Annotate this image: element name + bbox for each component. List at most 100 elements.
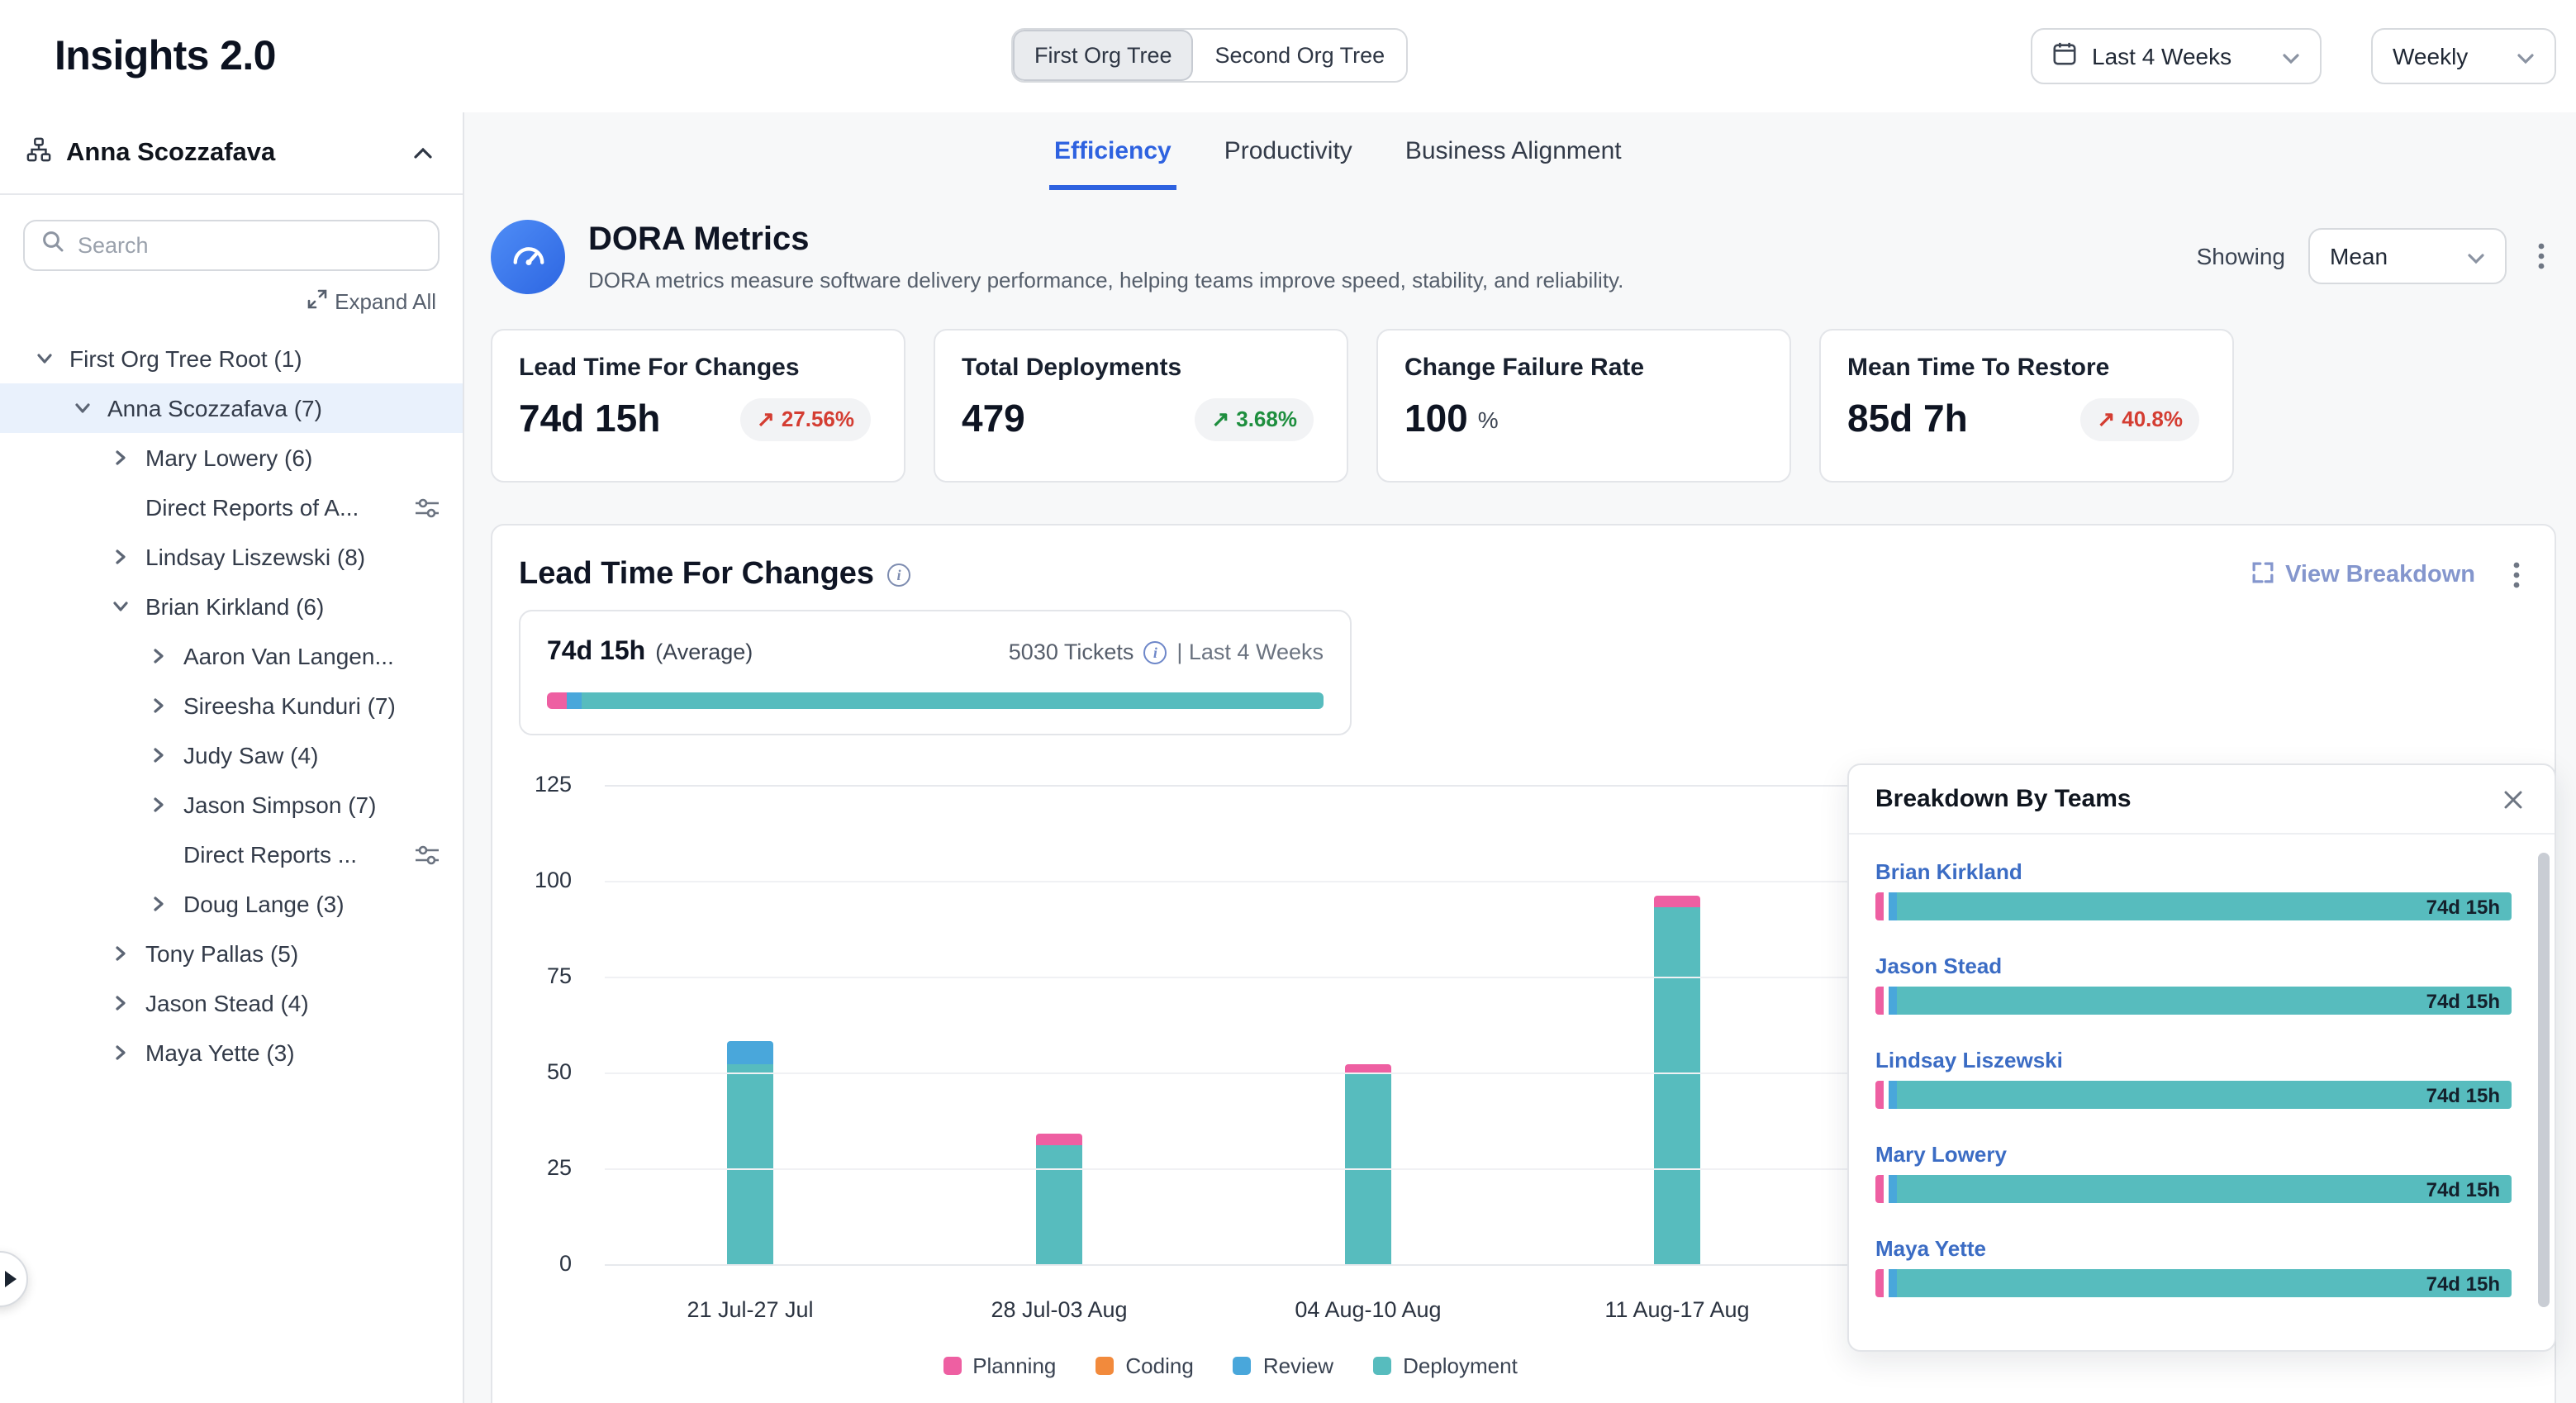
org-tree-option-second-org-tree[interactable]: Second Org Tree [1194,30,1407,81]
app-title: Insights 2.0 [55,32,276,80]
bar-group-28-jul-03-aug[interactable] [1036,1134,1082,1264]
legend-item-review[interactable]: Review [1233,1353,1333,1378]
search-input[interactable] [78,233,421,258]
topbar-controls: Last 4 Weeks Weekly [2031,28,2556,84]
panel-scrollbar-thumb[interactable] [2538,853,2550,1307]
y-tick-label: 50 [519,1059,572,1086]
metric-card-title: Mean Time To Restore [1847,354,2206,382]
bar-group-21-jul-27-jul[interactable] [727,1042,773,1264]
chevron-right-icon[interactable] [112,549,145,565]
chevron-right-icon[interactable] [150,697,183,714]
legend-item-coding[interactable]: Coding [1096,1353,1193,1378]
metric-card-value-row: 74d 15h↗27.56% [519,397,877,441]
metric-card-mean-time-to-restore: Mean Time To Restore85d 7h↗40.8% [1819,329,2234,483]
team-row-maya-yette: Maya Yette 74d 15h [1875,1221,2512,1297]
bar-group-11-aug-17-aug[interactable] [1654,896,1700,1264]
sidebar-item-sireesha-kunduri-7[interactable]: Sireesha Kunduri (7) [0,681,463,730]
sidebar-item-doug-lange-3[interactable]: Doug Lange (3) [0,879,463,929]
dora-menu-button[interactable] [2530,240,2553,273]
team-link[interactable]: Lindsay Liszewski [1875,1048,2063,1072]
dora-title: DORA Metrics [588,221,1623,259]
team-link[interactable]: Brian Kirkland [1875,859,2022,884]
info-icon[interactable] [887,564,910,587]
tree-item-label: Jason Simpson (7) [183,792,376,818]
chart-menu-button[interactable] [2505,559,2528,592]
trend-badge: ↗40.8% [2080,397,2199,440]
team-value: 74d 15h [1897,987,2512,1015]
sidebar-item-aaron-van-langen[interactable]: Aaron Van Langen... [0,631,463,681]
grid-line [605,1168,1856,1170]
tab-productivity[interactable]: Productivity [1219,112,1357,190]
chevron-right-icon[interactable] [150,896,183,912]
legend-label: Coding [1125,1353,1193,1378]
sidebar-item-jason-simpson-7[interactable]: Jason Simpson (7) [0,780,463,830]
aggregation-select[interactable]: Mean [2308,228,2507,284]
chevron-right-icon[interactable] [112,1044,145,1061]
team-bar-segment [1889,1269,1897,1297]
sidebar-item-jason-stead-4[interactable]: Jason Stead (4) [0,978,463,1028]
team-link[interactable]: Maya Yette [1875,1236,1986,1261]
sidebar-item-mary-lowery-6[interactable]: Mary Lowery (6) [0,433,463,483]
summary-segment-deployment [582,692,1324,709]
chevron-down-icon[interactable] [74,400,107,416]
chevron-right-icon[interactable] [112,945,145,962]
date-range-select[interactable]: Last 4 Weeks [2031,28,2322,84]
sidebar-item-judy-saw-4[interactable]: Judy Saw (4) [0,730,463,780]
tree-item-label: Mary Lowery (6) [145,445,312,471]
org-tree-option-first-org-tree[interactable]: First Org Tree [1013,30,1194,81]
sidebar-item-tony-pallas-5[interactable]: Tony Pallas (5) [0,929,463,978]
trend-badge: ↗3.68% [1195,397,1314,440]
sidebar-item-first-org-tree-root-1[interactable]: First Org Tree Root (1) [0,334,463,383]
chevron-right-icon[interactable] [112,995,145,1011]
chevron-right-icon[interactable] [150,648,183,664]
chevron-down-icon [2467,243,2485,269]
legend-label: Deployment [1403,1353,1518,1378]
chevron-right-icon[interactable] [112,449,145,466]
sidebar-item-direct-reports-of-a[interactable]: Direct Reports of A... [0,483,463,532]
team-bar-segment [1889,987,1897,1015]
average-value: 74d 15h [547,635,645,671]
chevron-right-icon[interactable] [150,797,183,813]
lead-time-title-text: Lead Time For Changes [519,557,874,593]
tab-efficiency[interactable]: Efficiency [1049,112,1176,190]
view-breakdown-link[interactable]: View Breakdown [2252,561,2475,589]
bar-segment-deployment [1654,908,1700,1265]
chevron-down-icon[interactable] [36,350,69,367]
chevron-down-icon [2517,43,2535,69]
bar-group-04-aug-10-aug[interactable] [1345,1065,1391,1264]
x-tick-label: 28 Jul-03 Aug [935,1297,1183,1322]
grid-line [605,785,1856,787]
team-link[interactable]: Mary Lowery [1875,1142,2007,1167]
team-bar-segment [1875,1081,1884,1109]
filter-icon[interactable] [415,497,440,518]
metric-card-value-row: 100% [1404,397,1763,441]
close-icon[interactable] [2498,784,2528,814]
team-value: 74d 15h [1897,1269,2512,1297]
tab-business-alignment[interactable]: Business Alignment [1400,112,1627,190]
sidebar-item-direct-reports[interactable]: Direct Reports ... [0,830,463,879]
breakdown-panel: Breakdown By Teams Brian Kirkland74d 15h… [1847,763,2556,1352]
legend-label: Review [1263,1353,1333,1378]
bar-segment-deployment [1036,1145,1082,1264]
info-icon[interactable] [1143,641,1167,664]
tree-item-label: Tony Pallas (5) [145,940,298,967]
sidebar-item-lindsay-liszewski-8[interactable]: Lindsay Liszewski (8) [0,532,463,582]
legend-item-planning[interactable]: Planning [943,1353,1056,1378]
expand-corners-icon [2252,561,2274,589]
tree-item-label: First Org Tree Root (1) [69,345,302,372]
legend-item-deployment[interactable]: Deployment [1373,1353,1518,1378]
sidebar-item-anna-scozzafava-7[interactable]: Anna Scozzafava (7) [0,383,463,433]
x-tick-label: 04 Aug-10 Aug [1244,1297,1492,1322]
expand-all-link[interactable]: Expand All [307,289,436,314]
team-bar-segment [1875,1269,1884,1297]
metric-card-title: Total Deployments [962,354,1320,382]
chevron-right-icon[interactable] [150,747,183,763]
filter-icon[interactable] [415,844,440,865]
sidebar-collapse-button[interactable] [406,140,440,166]
team-link[interactable]: Jason Stead [1875,954,2002,978]
sidebar-item-brian-kirkland-6[interactable]: Brian Kirkland (6) [0,582,463,631]
search-box[interactable] [23,220,440,271]
sidebar-item-maya-yette-3[interactable]: Maya Yette (3) [0,1028,463,1077]
granularity-select[interactable]: Weekly [2371,28,2556,84]
chevron-down-icon[interactable] [112,598,145,615]
